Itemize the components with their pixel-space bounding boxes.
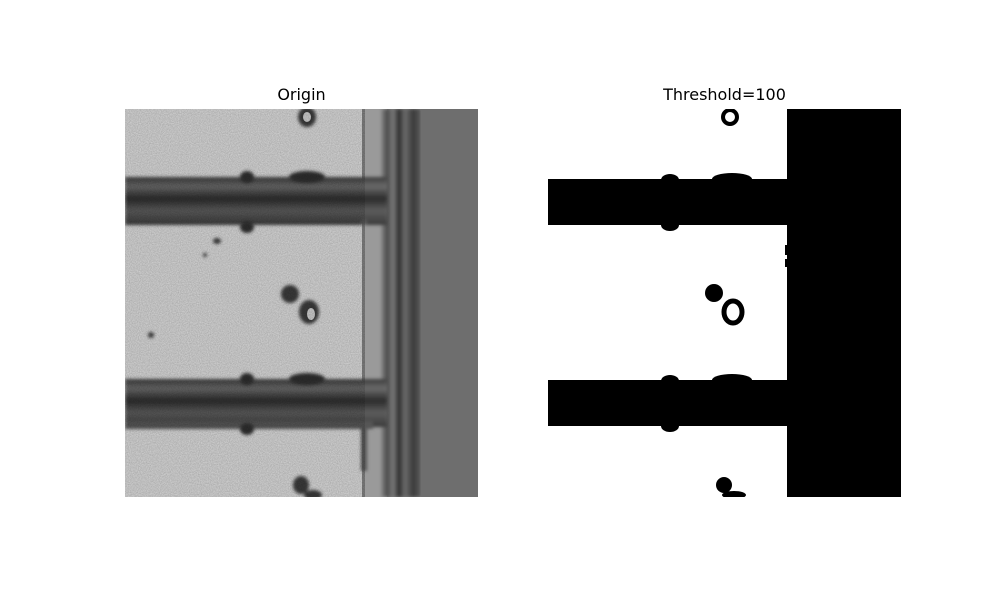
panel-title-threshold: Threshold=100: [663, 85, 786, 104]
panel-title-origin: Origin: [277, 85, 326, 104]
origin-image: [125, 109, 478, 497]
threshold-image: [548, 109, 901, 497]
